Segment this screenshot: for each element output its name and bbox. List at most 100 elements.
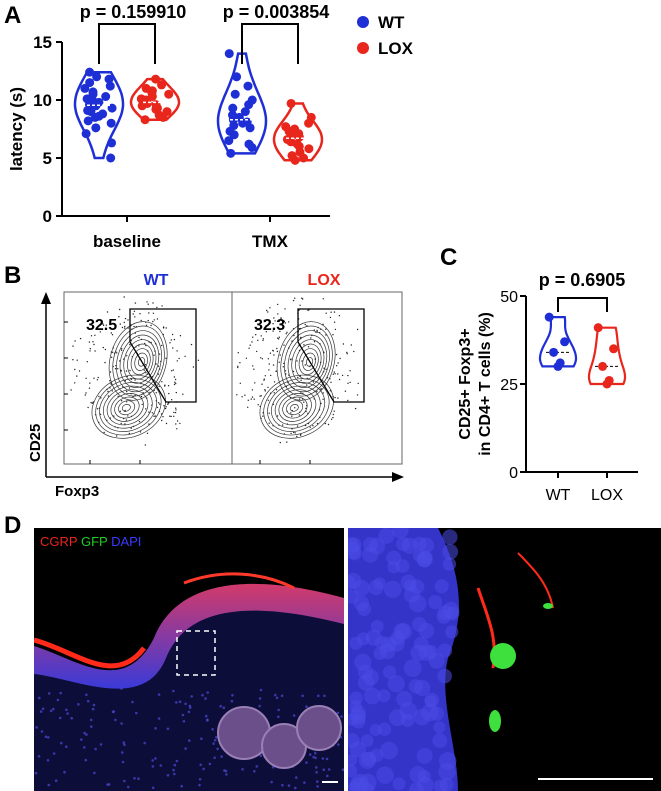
dapi-nucleus [382,665,397,679]
dapi-nucleus [377,689,391,703]
dapi-nucleus [437,643,453,658]
event-dot [153,319,155,321]
dapi-nucleus [396,690,413,707]
dapi-nucleus [106,783,109,786]
event-dot [94,334,96,336]
event-dot [98,395,100,398]
dapi-nucleus [387,675,405,693]
event-dot [99,331,102,333]
event-dot [126,355,128,357]
skin-section-zoom [348,528,653,791]
event-dot [285,333,287,335]
dapi-nucleus [259,754,263,757]
dapi-nucleus [37,755,41,758]
x-tick-label: LOX [591,487,623,502]
dapi-nucleus [34,771,38,775]
event-dot [298,414,300,416]
event-dot [152,312,155,314]
event-dot [334,396,336,399]
event-dot [178,357,180,360]
event-dot [250,398,252,400]
dapi-nucleus [154,727,157,730]
event-dot [169,342,171,344]
event-dot [133,310,136,312]
event-dot [275,389,278,391]
contour-line [284,330,330,393]
event-dot [182,393,184,395]
contour-line [295,343,322,380]
dapi-nucleus [433,721,446,734]
channel-legend: CGRP GFP DAPI [40,534,141,549]
event-dot [124,317,127,320]
data-point-wt [224,49,234,59]
event-dot [341,374,344,377]
event-dot [146,301,148,303]
contour-line [289,404,299,412]
dapi-nucleus [445,625,459,639]
dapi-nucleus [44,735,48,739]
dapi-nucleus [47,783,51,787]
epidermis-layer [34,583,344,689]
data-point-wt [544,312,554,322]
event-dot [253,398,255,400]
event-dot [300,379,302,381]
data-point-lox [598,361,608,371]
event-dot [302,298,304,300]
dapi-nucleus [370,619,384,633]
dapi-nucleus [230,699,234,703]
contour-line [306,357,314,367]
event-dot [90,401,92,404]
event-dot [172,369,174,371]
event-dot [325,328,327,330]
event-dot [106,311,109,313]
dapi-nucleus [90,725,93,728]
event-dot [127,415,129,417]
contour-line [134,352,148,371]
event-dot [267,399,269,401]
dapi-nucleus [173,772,176,776]
event-dot [267,386,269,389]
data-point-lox [593,323,603,333]
dapi-nucleus [277,708,280,712]
dapi-nucleus [316,785,319,788]
event-dot [99,413,102,415]
event-dot [248,347,250,349]
event-dot [158,385,160,388]
data-point-lox [287,151,297,161]
dapi-nucleus [91,707,95,711]
event-dot [173,376,176,378]
event-dot [161,305,163,307]
cgrp-fiber [517,552,554,609]
dapi-nucleus [404,579,417,592]
event-dot [147,319,149,322]
event-dot [260,357,262,359]
cd25-axis-label: CD25 [27,424,44,462]
event-dot [70,389,72,391]
dapi-nucleus [190,695,193,698]
dapi-nucleus [410,644,427,662]
data-point-wt [232,72,242,82]
event-dot [237,352,239,354]
significance-bracket [557,297,608,312]
dapi-nucleus [273,693,277,697]
dapi-nucleus [133,777,136,780]
event-dot [268,363,270,365]
event-dot [78,370,81,372]
event-dot [148,312,150,314]
event-dot [332,416,334,419]
dapi-nucleus [85,733,88,736]
dapi-nucleus [376,766,394,784]
dapi-nucleus [349,636,363,650]
event-dot [89,382,91,384]
event-dot [316,390,318,393]
event-dot [146,432,149,434]
data-point-lox [290,124,300,134]
dapi-nucleus [437,668,453,684]
event-dot [304,323,306,326]
dapi-nucleus [321,757,325,760]
event-dot [132,313,134,315]
event-dot [322,392,324,394]
event-dot [173,411,175,414]
y-tick-label: 0 [509,465,518,482]
data-point-lox [609,344,619,354]
